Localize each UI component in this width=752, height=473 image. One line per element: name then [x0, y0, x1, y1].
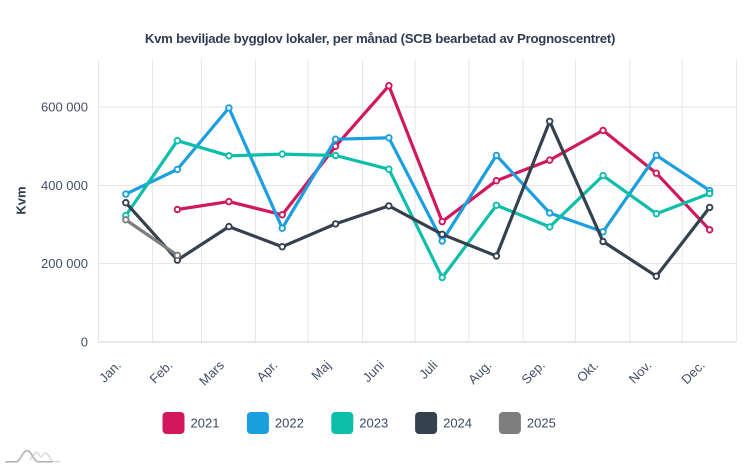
svg-text:400 000: 400 000	[41, 178, 88, 193]
svg-text:Juni: Juni	[360, 357, 388, 385]
svg-text:Mars: Mars	[196, 357, 227, 388]
svg-text:Dec.: Dec.	[678, 358, 708, 388]
svg-text:Apr.: Apr.	[253, 358, 280, 385]
svg-text:Maj: Maj	[308, 357, 333, 382]
svg-text:Aug.: Aug.	[465, 358, 495, 388]
svg-text:Nov.: Nov.	[626, 358, 655, 387]
svg-text:600 000: 600 000	[41, 100, 88, 115]
svg-text:Kvm beviljade bygglov lokaler,: Kvm beviljade bygglov lokaler, per månad…	[145, 31, 615, 46]
svg-text:200 000: 200 000	[41, 256, 88, 271]
svg-text:2023: 2023	[359, 415, 388, 430]
svg-text:0: 0	[81, 335, 88, 350]
svg-text:2021: 2021	[191, 415, 220, 430]
svg-text:2022: 2022	[275, 415, 304, 430]
svg-text:Kvm: Kvm	[14, 186, 29, 214]
svg-text:2025: 2025	[527, 415, 556, 430]
svg-text:Sep.: Sep.	[518, 358, 548, 388]
svg-text:Feb.: Feb.	[147, 358, 176, 387]
svg-text:Okt.: Okt.	[574, 358, 601, 385]
svg-text:2024: 2024	[443, 415, 472, 430]
svg-text:Juli: Juli	[416, 357, 440, 381]
svg-text:Jan.: Jan.	[96, 358, 124, 386]
